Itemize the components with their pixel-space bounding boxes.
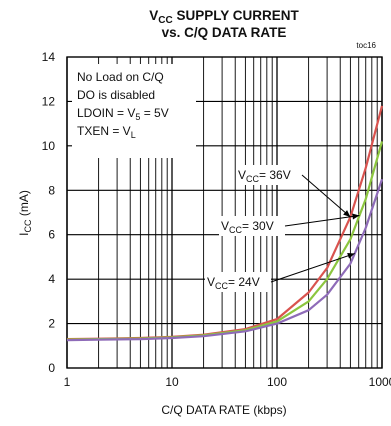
series-line-2	[66, 178, 384, 342]
series-label-0: VCC= 36V	[238, 168, 291, 184]
plot-frame	[66, 56, 383, 369]
series-lines	[66, 105, 384, 342]
conditions-box	[72, 64, 196, 158]
condition-cond2: DO is disabled	[77, 88, 155, 102]
leader-arrow-1	[352, 213, 360, 220]
y-tick-label: 8	[48, 183, 55, 197]
leader-line-2	[270, 253, 355, 283]
y-tick-label: 14	[42, 50, 56, 64]
y-tick-label: 12	[42, 94, 56, 108]
y-tick-label: 4	[48, 272, 55, 286]
series-line-1	[66, 141, 384, 341]
series-label-bg-0	[236, 165, 302, 185]
series-label-bg-1	[219, 216, 285, 236]
chart-title-line1: VCC SUPPLY CURRENT	[149, 8, 299, 26]
leader-arrow-0	[343, 210, 351, 217]
series-label-1: VCC= 30V	[221, 219, 274, 235]
y-tick-label: 6	[48, 228, 55, 242]
condition-cond1: No Load on C/Q	[77, 70, 164, 84]
x-axis-label: C/Q DATA RATE (kbps)	[161, 403, 286, 417]
x-tick-label: 100	[267, 375, 287, 389]
condition-cond3: LDOIN = V5 = 5V	[77, 106, 169, 122]
x-tick-label: 10	[165, 375, 179, 389]
y-axis-label: ICC (mA)	[17, 190, 33, 236]
chart-title-line2: vs. C/Q DATA RATE	[162, 25, 287, 40]
y-tick-label: 2	[48, 317, 55, 331]
y-tick-label: 10	[42, 139, 56, 153]
annotations: No Load on C/Q DO is disabled LDOIN = V5 =…	[72, 64, 360, 292]
leader-arrow-2	[347, 252, 355, 259]
leader-line-1	[284, 215, 360, 227]
condition-cond4: TXEN = VL	[77, 124, 136, 140]
series-label-2: VCC= 24V	[207, 275, 260, 291]
y-tick-label: 0	[48, 361, 55, 375]
x-tick-label: 1	[64, 375, 71, 389]
leader-line-0	[301, 174, 351, 218]
series-label-bg-2	[205, 272, 271, 292]
figure-id: toc16	[356, 41, 376, 50]
